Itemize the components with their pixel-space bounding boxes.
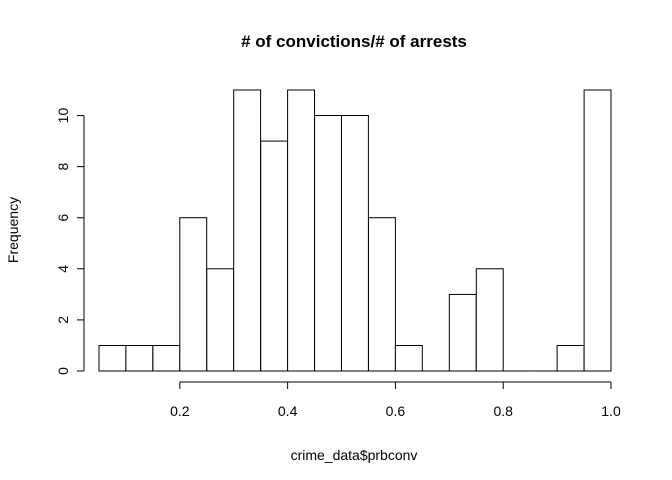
histogram-bar — [125, 345, 154, 372]
y-tick-label: 4 — [55, 265, 71, 273]
x-tick-label: 0.6 — [386, 403, 406, 419]
y-axis-label: Frequency — [5, 197, 21, 263]
y-tick-label: 6 — [55, 214, 71, 222]
histogram-bar — [394, 345, 423, 372]
histogram-bar — [556, 345, 585, 372]
histogram-bar — [341, 115, 369, 372]
histogram-bar — [287, 89, 316, 372]
bars-group — [98, 89, 612, 372]
y-axis: 0 2 4 6 8 10 — [55, 108, 85, 375]
histogram-bar — [152, 345, 181, 372]
y-tick-label: 2 — [55, 316, 71, 324]
histogram-bar — [206, 268, 235, 372]
y-tick-label: 10 — [55, 108, 71, 124]
x-tick-label: 0.2 — [170, 403, 190, 419]
x-tick-label: 0.8 — [493, 403, 513, 419]
chart-title: # of convictions/# of arrests — [241, 32, 467, 51]
histogram-bar — [179, 217, 208, 372]
histogram-bar — [583, 89, 612, 372]
x-tick-label: 0.4 — [278, 403, 298, 419]
y-tick-label: 8 — [55, 163, 71, 171]
histogram-bar — [314, 115, 343, 372]
x-axis-label: crime_data$prbconv — [291, 447, 418, 463]
histogram-bar — [98, 345, 127, 372]
y-tick-label: 0 — [55, 367, 71, 375]
histogram-bar — [233, 89, 262, 372]
x-tick-label: 1.0 — [601, 403, 621, 419]
histogram-bar — [260, 140, 289, 372]
histogram-bar — [475, 268, 504, 372]
histogram-bar — [448, 293, 477, 372]
x-axis: 0.2 0.4 0.6 0.8 1.0 — [170, 381, 621, 419]
histogram-bar — [368, 217, 396, 372]
